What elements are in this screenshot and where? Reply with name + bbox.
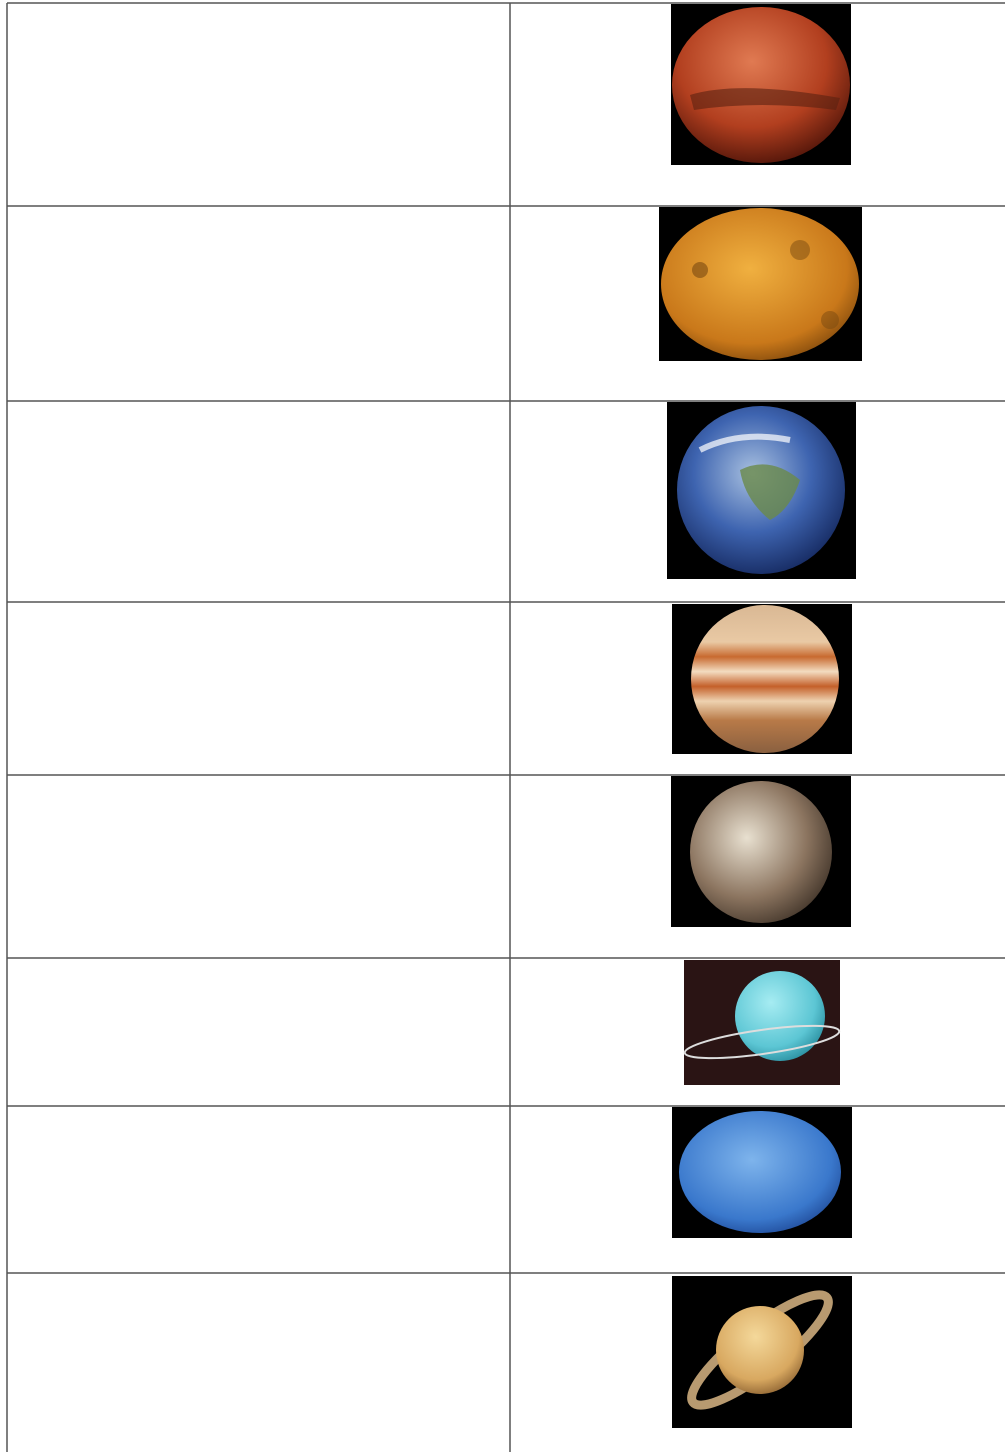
planet: [691, 605, 839, 753]
neptune-image: [672, 1107, 852, 1238]
planet: [716, 1306, 804, 1394]
surface-feature: [690, 88, 840, 110]
planet: [661, 208, 859, 360]
callisto-image: [671, 776, 851, 927]
uranus-image: [683, 960, 841, 1085]
planet: [679, 1111, 841, 1233]
surface-feature: [692, 262, 708, 278]
cloud: [698, 433, 791, 453]
planet: [735, 971, 825, 1061]
surface-feature: [821, 311, 839, 329]
jupiter-image: [672, 604, 852, 754]
planet: [672, 7, 850, 163]
mars-image: [671, 4, 851, 165]
venus-image: [659, 207, 862, 361]
earth-image: [667, 402, 856, 579]
table-grid: [6, 2, 1005, 1452]
continent: [740, 464, 800, 520]
ring: [683, 1024, 841, 1060]
surface-feature: [790, 240, 810, 260]
saturn-image: [672, 1276, 852, 1428]
moon: [690, 781, 832, 923]
